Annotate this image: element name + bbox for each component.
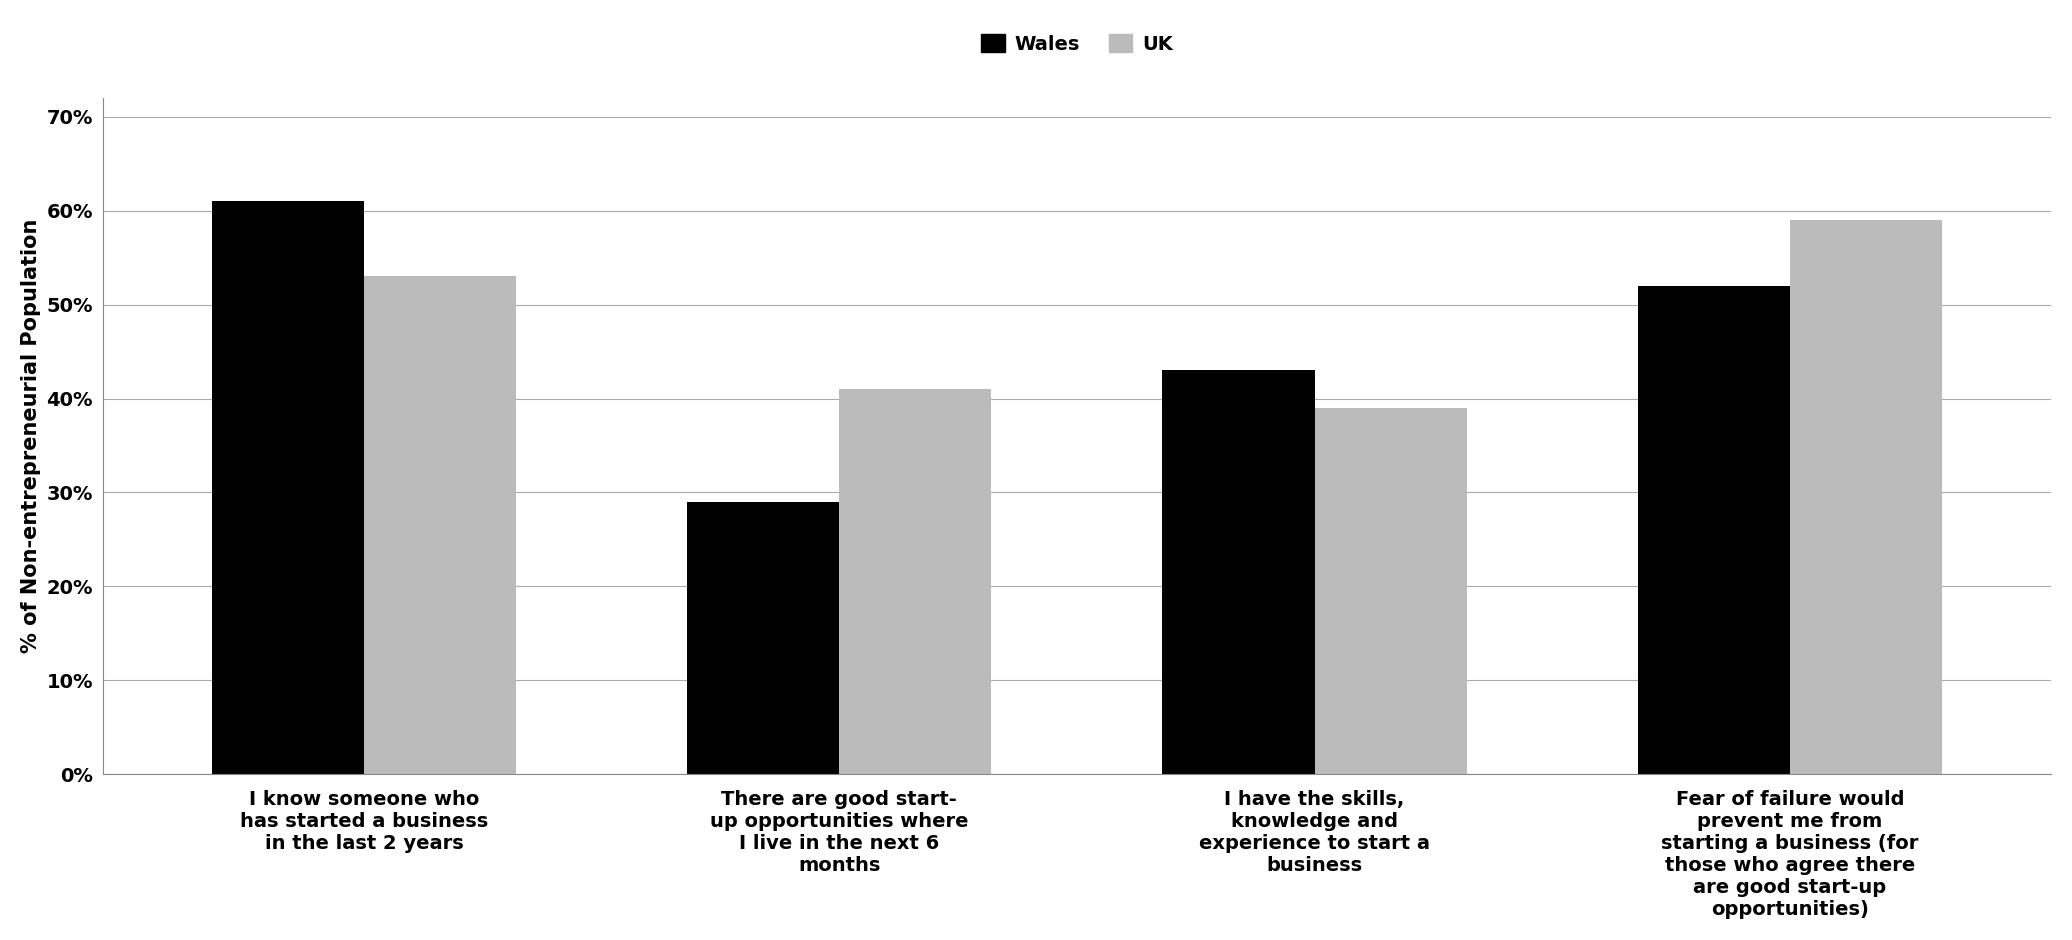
Bar: [688, 502, 839, 775]
Bar: [1162, 370, 1314, 775]
Bar: [211, 201, 365, 775]
Bar: [1314, 408, 1467, 775]
Bar: [1790, 220, 1941, 775]
Bar: [365, 276, 516, 775]
Bar: [1637, 286, 1790, 775]
Y-axis label: % of Non-entrepreneurial Population: % of Non-entrepreneurial Population: [21, 219, 41, 653]
Legend: Wales, UK: Wales, UK: [974, 26, 1181, 61]
Bar: [839, 389, 990, 775]
